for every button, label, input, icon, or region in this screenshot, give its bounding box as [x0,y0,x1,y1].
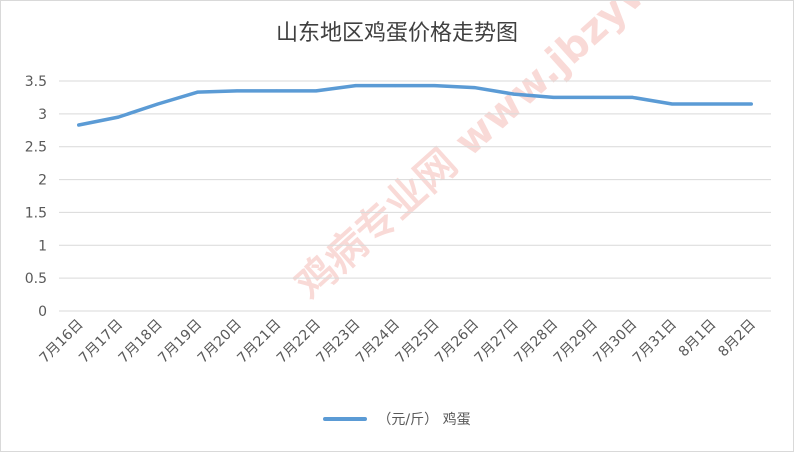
data-point [433,84,437,88]
x-tick-label: 7月31日 [630,317,680,367]
y-tick-label: 0.5 [25,271,47,287]
data-point [354,84,358,88]
legend: （元/斤） 鸡蛋 [1,409,793,429]
x-tick-label: 8月2日 [715,317,759,361]
data-point [591,95,595,99]
x-axis-ticks: 7月16日7月17日7月18日7月19日7月20日7月21日7月22日7月23日… [37,317,759,367]
data-point [710,102,714,106]
data-point [195,90,199,94]
grid-lines [59,80,771,312]
watermark: 鸡病专业网 www.jbzyw.com [287,1,743,308]
chart-title: 山东地区鸡蛋价格走势图 [275,21,518,46]
data-point [116,115,120,119]
data-point [472,86,476,90]
y-tick-label: 1 [38,238,47,254]
data-point [512,92,516,96]
legend-label: （元/斤） 鸡蛋 [377,412,471,428]
y-tick-label: 3 [38,107,47,123]
data-point [235,89,239,93]
y-tick-label: 0 [38,304,47,320]
y-tick-label: 3.5 [25,74,47,90]
data-point [670,102,674,106]
data-point [551,95,555,99]
data-point [275,89,279,93]
data-point [631,95,635,99]
data-point [393,84,397,88]
y-tick-label: 2.5 [25,140,47,156]
data-point [314,89,318,93]
series-layer [77,83,753,127]
data-point [156,102,160,106]
y-tick-label: 1.5 [25,205,47,221]
data-point [77,123,81,127]
y-axis-ticks: 0 0.5 1 1.5 2 2.5 3 3.5 [25,74,47,320]
series-line [77,83,753,127]
x-tick-label: 8月1日 [676,317,720,361]
data-point [749,102,753,106]
legend-swatch [323,417,368,421]
watermark-text: 鸡病专业网 www.jbzyw.com [287,1,743,308]
y-tick-label: 2 [38,173,47,189]
